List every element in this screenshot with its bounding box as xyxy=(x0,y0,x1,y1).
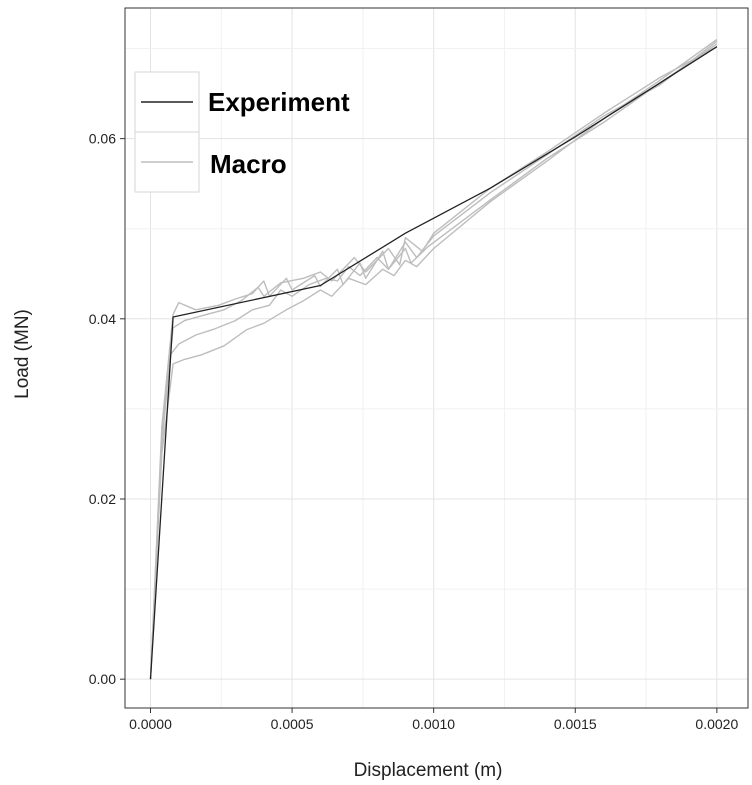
legend-label-macro: Macro xyxy=(210,149,287,179)
series-line-macro-0 xyxy=(149,40,718,680)
x-axis-title: Displacement (m) xyxy=(354,760,503,781)
plot-frame xyxy=(124,7,749,709)
legend-label-experiment: Experiment xyxy=(208,87,350,117)
x-tick-label: 0.0000 xyxy=(129,716,172,732)
x-tick-label: 0.0020 xyxy=(695,716,738,732)
series-line-macro-1 xyxy=(149,43,718,680)
x-tick-label: 0.0015 xyxy=(554,716,597,732)
y-tick-label: 0.04 xyxy=(89,311,116,327)
y-tick-label: 0.06 xyxy=(89,131,116,147)
x-tick-label: 0.0010 xyxy=(412,716,455,732)
legend: Experiment Macro xyxy=(134,71,350,193)
series-line-experiment-4 xyxy=(149,46,718,680)
x-axis-ticks: 0.0000 0.0005 0.0010 0.0015 0.0020 xyxy=(129,708,738,732)
y-axis-title: Load (MN) xyxy=(12,309,33,399)
grid xyxy=(125,8,748,708)
series-line-macro-2 xyxy=(149,38,718,680)
series-lines xyxy=(149,38,718,680)
y-tick-label: 0.00 xyxy=(89,671,116,687)
y-tick-label: 0.02 xyxy=(89,491,116,507)
x-tick-label: 0.0005 xyxy=(271,716,314,732)
y-axis-ticks: 0.00 0.02 0.04 0.06 xyxy=(89,131,125,687)
